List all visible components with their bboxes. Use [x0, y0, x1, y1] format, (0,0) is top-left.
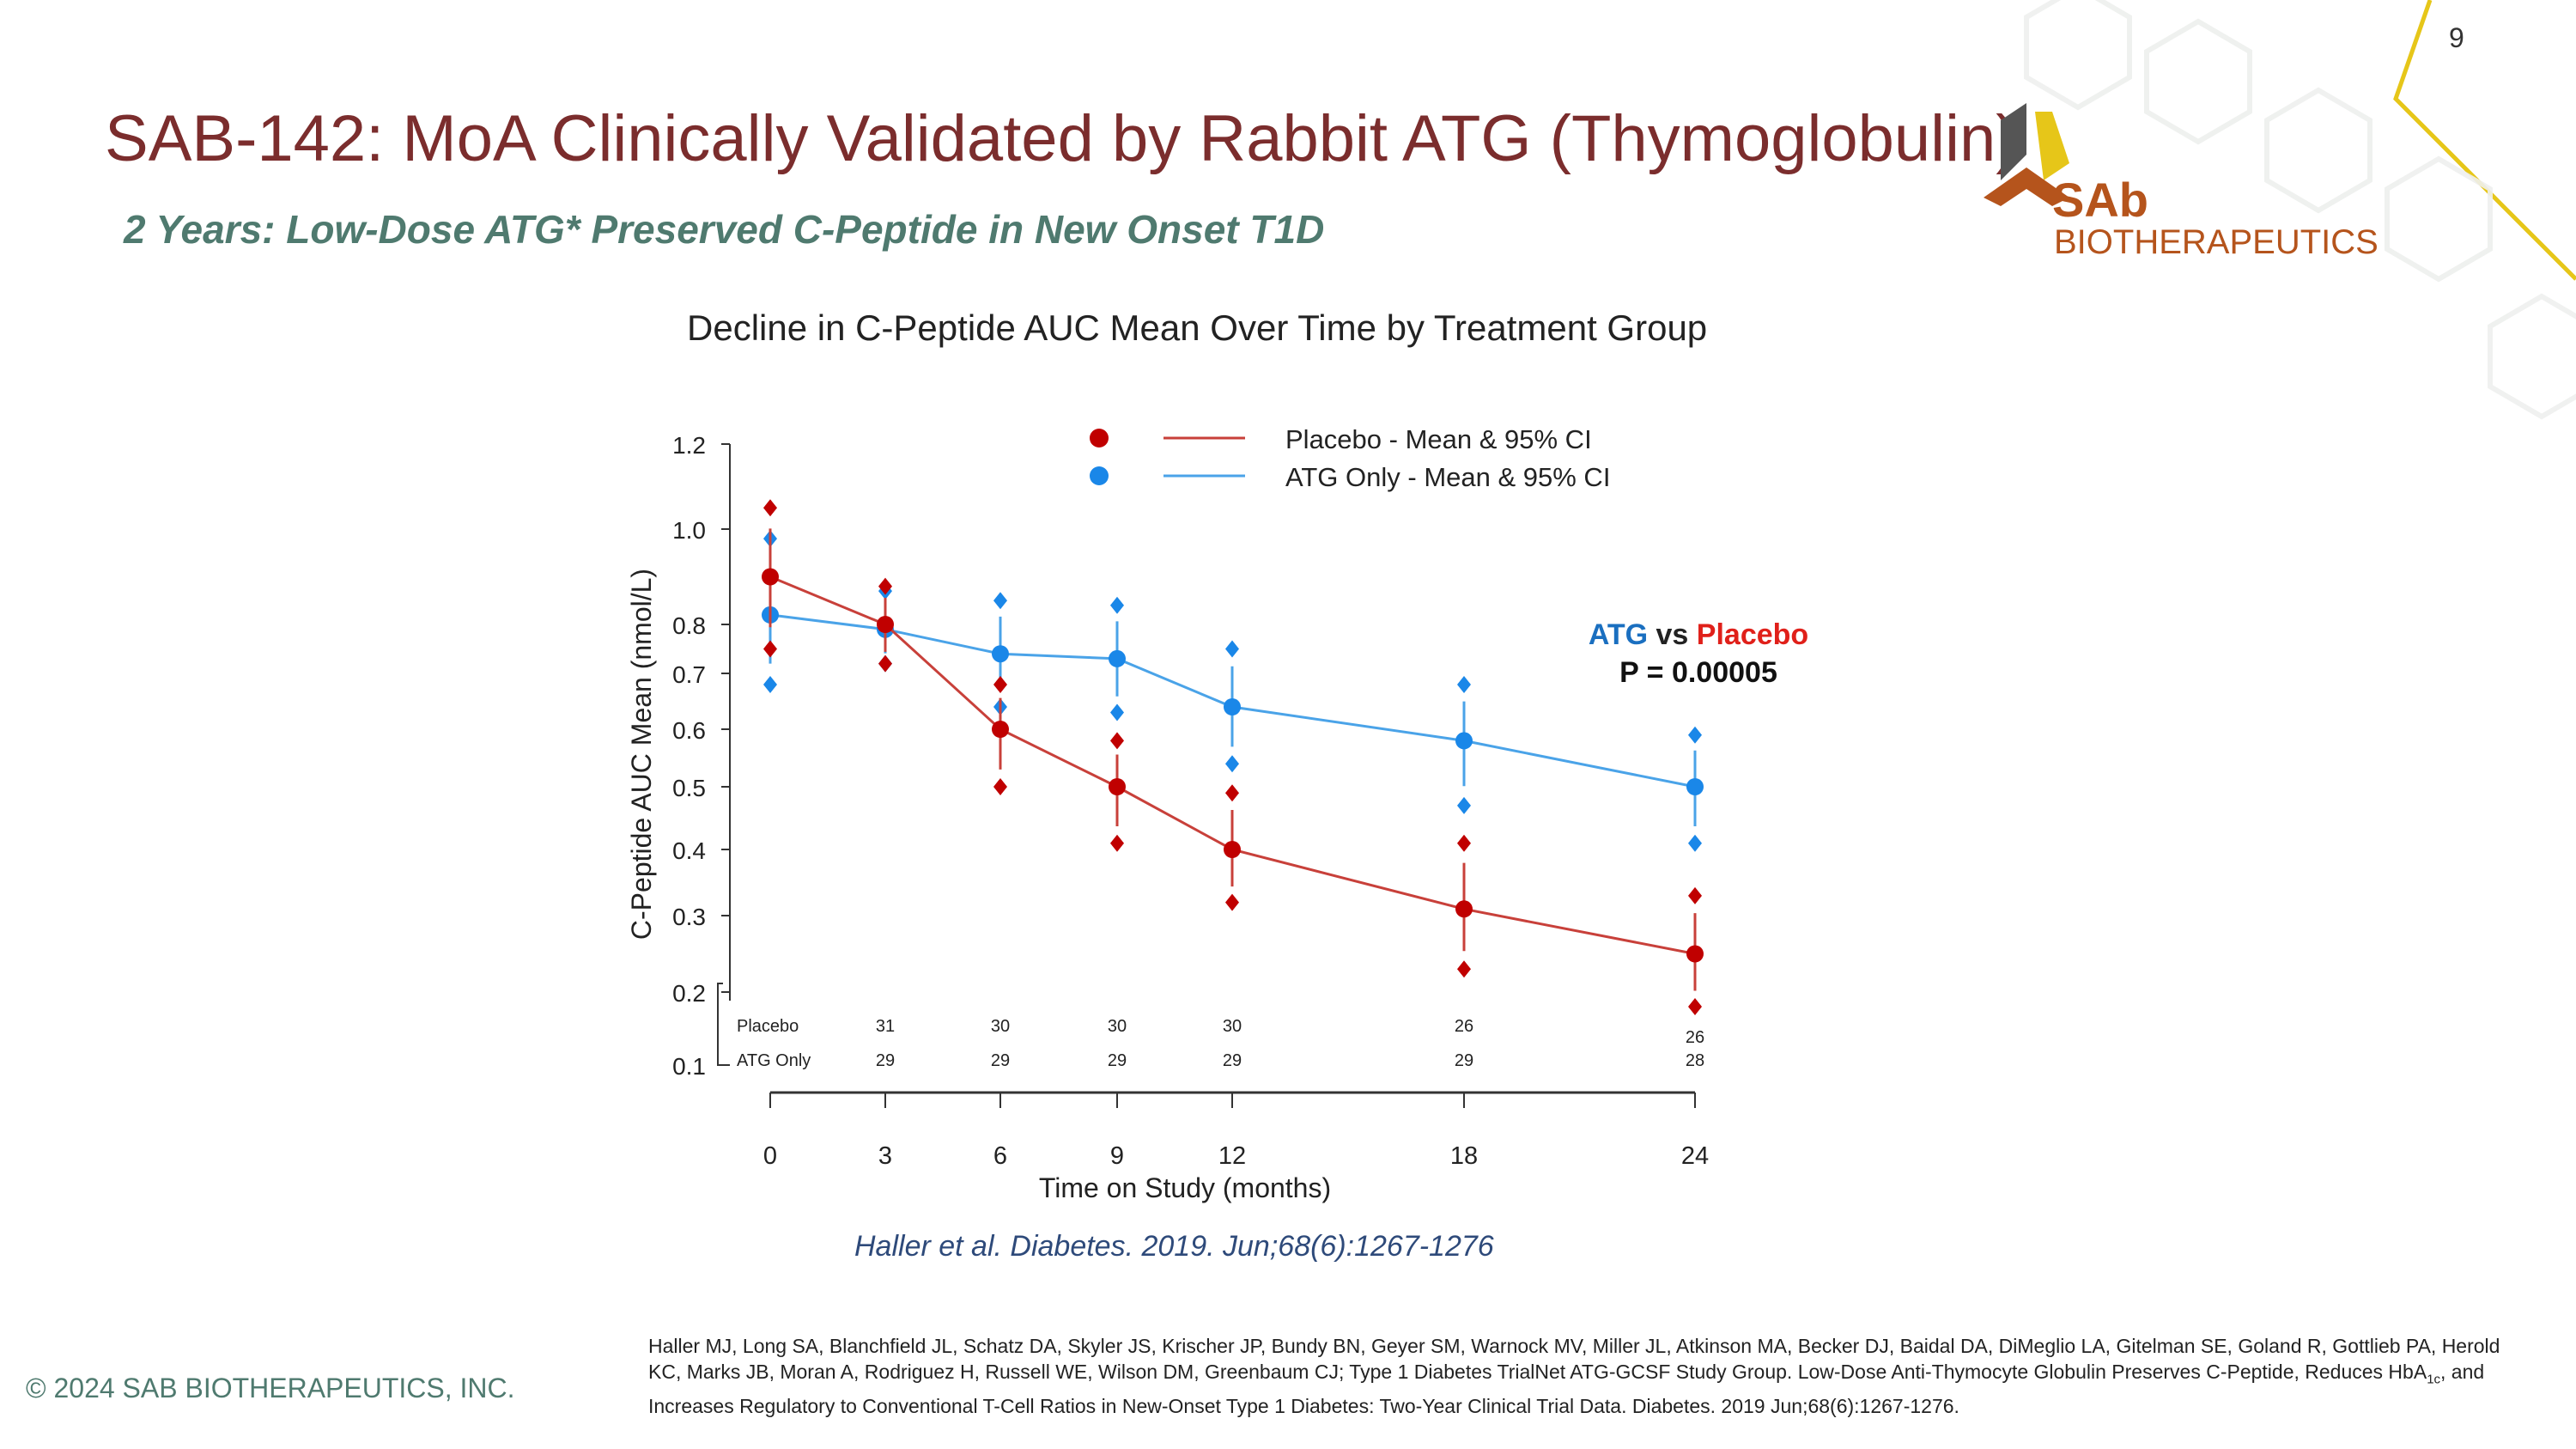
placebo-lower-marker — [1457, 960, 1471, 978]
y-axis-break — [717, 983, 730, 1066]
y-tick-label: 0.3 — [672, 904, 706, 930]
placebo-lower-marker — [1225, 893, 1239, 911]
n-at-risk-placebo: 26 — [1455, 1017, 1473, 1036]
annotation-atg: ATG — [1589, 618, 1648, 651]
placebo-mean-point — [762, 568, 779, 586]
x-tick-label: 6 — [993, 1142, 1007, 1170]
legend: Placebo - Mean & 95% CI ATG Only - Mean … — [1090, 424, 1610, 492]
placebo-upper-marker — [1688, 886, 1702, 904]
x-tick-label: 12 — [1218, 1142, 1246, 1170]
x-tick-label: 18 — [1450, 1142, 1478, 1170]
legend-placebo-label: Placebo - Mean & 95% CI — [1285, 424, 1592, 454]
n-label-placebo: Placebo — [737, 1017, 799, 1036]
n-at-risk-placebo: 30 — [991, 1017, 1010, 1036]
placebo-upper-marker — [878, 577, 892, 595]
atg-upper-marker — [993, 592, 1007, 610]
y-tick-label: 0.8 — [672, 612, 706, 639]
atg-lower-marker — [763, 676, 777, 693]
x-tick-label: 9 — [1110, 1142, 1124, 1170]
y-tick-label: 1.2 — [672, 432, 706, 459]
n-at-risk-placebo: 30 — [1223, 1017, 1242, 1036]
citation: Haller MJ, Long SA, Blanchfield JL, Scha… — [648, 1335, 2500, 1417]
n-at-risk-placebo: 26 — [1686, 1028, 1704, 1047]
placebo-mean-point — [1686, 945, 1704, 963]
n-at-risk-atg: 29 — [1108, 1051, 1127, 1070]
placebo-lower-marker — [1688, 998, 1702, 1015]
n-at-risk-atg: 29 — [1223, 1051, 1242, 1070]
atg-lower-marker — [1225, 755, 1239, 773]
source-reference: Haller et al. Diabetes. 2019. Jun;68(6):… — [854, 1230, 1494, 1263]
y-tick-label: 1.0 — [672, 517, 706, 544]
placebo-upper-marker — [1225, 784, 1239, 802]
page-number: 9 — [2449, 22, 2464, 53]
placebo-upper-marker — [1110, 732, 1124, 750]
accent-line — [2393, 0, 2576, 281]
n-at-risk-atg: 28 — [1686, 1051, 1704, 1070]
placebo-upper-marker — [1457, 834, 1471, 852]
n-label-atg: ATG Only — [737, 1051, 811, 1070]
logo-text-bio: BIOTHERAPEUTICS — [2054, 223, 2379, 261]
y-axis-label: C-Peptide AUC Mean (nmol/L) — [626, 569, 657, 940]
x-tick-label: 24 — [1681, 1142, 1709, 1170]
atg-lower-marker — [1457, 796, 1471, 814]
n-at-risk-atg: 29 — [1455, 1051, 1473, 1070]
placebo-upper-marker — [763, 499, 777, 517]
legend-atg-marker — [1090, 466, 1109, 485]
legend-placebo-marker — [1090, 429, 1109, 447]
atg-upper-marker — [1457, 676, 1471, 693]
n-at-risk-placebo: 31 — [876, 1017, 895, 1036]
atg-mean-point — [1224, 698, 1241, 715]
y-tick-label: 0.2 — [672, 980, 706, 1007]
annotation-vs: vs — [1656, 618, 1689, 651]
slide-subtitle: 2 Years: Low-Dose ATG* Preserved C-Pepti… — [124, 207, 1325, 252]
atg-upper-marker — [1110, 596, 1124, 614]
placebo-lower-marker — [1110, 834, 1124, 852]
atg-lower-marker — [1688, 834, 1702, 852]
copyright: © 2024 SAB BIOTHERAPEUTICS, INC. — [26, 1373, 515, 1403]
annotation-placebo: Placebo — [1697, 618, 1808, 651]
placebo-lower-marker — [878, 654, 892, 673]
atg-upper-marker — [1688, 726, 1702, 744]
hexagon-pattern — [2024, 0, 2576, 420]
atg-mean-point — [1686, 778, 1704, 795]
legend-atg-label: ATG Only - Mean & 95% CI — [1285, 462, 1610, 492]
y-tick-label: 0.1 — [672, 1053, 706, 1080]
placebo-lower-marker — [763, 640, 777, 658]
atg-upper-marker — [1225, 640, 1239, 658]
placebo-lower-marker — [993, 778, 1007, 795]
significance-annotation: ATG vs Placebo P = 0.00005 — [1589, 618, 1808, 689]
placebo-upper-marker — [993, 676, 1007, 693]
y-tick-label: 0.4 — [672, 837, 706, 864]
atg-lower-marker — [1110, 703, 1124, 721]
logo-mark-icon — [1984, 103, 2069, 206]
placebo-mean-point — [877, 616, 894, 633]
n-at-risk-placebo: 30 — [1108, 1017, 1127, 1036]
logo-text-sab: SAb — [2052, 173, 2148, 227]
y-tick-label: 0.5 — [672, 775, 706, 801]
x-tick-label: 0 — [763, 1142, 777, 1170]
n-at-risk-atg: 29 — [991, 1051, 1010, 1070]
chart-title: Decline in C-Peptide AUC Mean Over Time … — [687, 307, 1708, 348]
n-at-risk-atg: 29 — [876, 1051, 895, 1070]
placebo-mean-point — [1224, 841, 1241, 858]
p-value: P = 0.00005 — [1619, 656, 1777, 689]
placebo-mean-point — [1455, 900, 1473, 918]
atg-mean-point — [1109, 649, 1126, 667]
svg-text:ATG vs Placebo: ATG vs Placebo — [1589, 618, 1808, 651]
slide-title: SAB-142: MoA Clinically Validated by Rab… — [105, 102, 2018, 175]
placebo-mean-point — [992, 721, 1009, 738]
atg-mean-point — [1455, 732, 1473, 750]
x-axis-label: Time on Study (months) — [1039, 1172, 1331, 1203]
atg-mean-point — [992, 645, 1009, 663]
placebo-mean-point — [1109, 778, 1126, 795]
y-tick-label: 0.7 — [672, 661, 706, 688]
x-tick-label: 3 — [878, 1142, 892, 1170]
y-tick-label: 0.6 — [672, 717, 706, 744]
company-logo: SAb BIOTHERAPEUTICS — [1975, 103, 2387, 266]
